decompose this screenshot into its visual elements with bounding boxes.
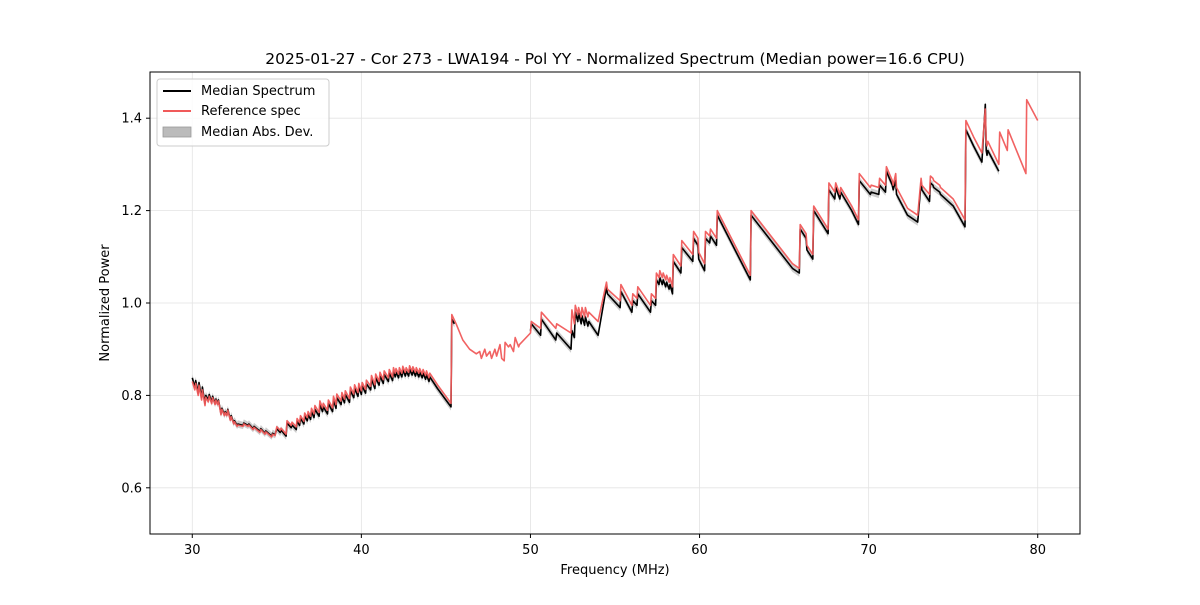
y-tick-label: 1.2 [121, 204, 142, 219]
reference-spectrum-line [191, 98, 1039, 438]
plot-area [191, 98, 1039, 440]
axis-ticks: 30 40 50 60 70 80 0.6 0.8 1.0 1.2 1.4 [121, 112, 1046, 558]
x-tick-label: 70 [860, 543, 877, 558]
x-tick-label: 50 [522, 543, 539, 558]
chart-title: 2025-01-27 - Cor 273 - LWA194 - Pol YY -… [265, 50, 965, 68]
legend-swatch-mad [162, 126, 192, 138]
legend-box [156, 78, 330, 147]
y-tick-label: 1.4 [121, 112, 142, 127]
x-tick-label: 30 [184, 543, 201, 558]
y-tick-label: 0.8 [121, 389, 142, 404]
legend-label-median: Median Spectrum [201, 84, 315, 99]
legend-label-reference: Reference spec [201, 104, 301, 119]
x-tick-label: 60 [691, 543, 708, 558]
legend: Median Spectrum Reference spec Median Ab… [156, 78, 330, 147]
grid [150, 72, 1080, 534]
y-axis-label: Normalized Power [98, 244, 113, 362]
y-tick-label: 0.6 [121, 481, 142, 496]
x-tick-label: 80 [1029, 543, 1046, 558]
x-axis-label: Frequency (MHz) [560, 563, 669, 578]
y-tick-label: 1.0 [121, 297, 142, 312]
legend-label-mad: Median Abs. Dev. [201, 125, 313, 140]
x-tick-label: 40 [353, 543, 370, 558]
